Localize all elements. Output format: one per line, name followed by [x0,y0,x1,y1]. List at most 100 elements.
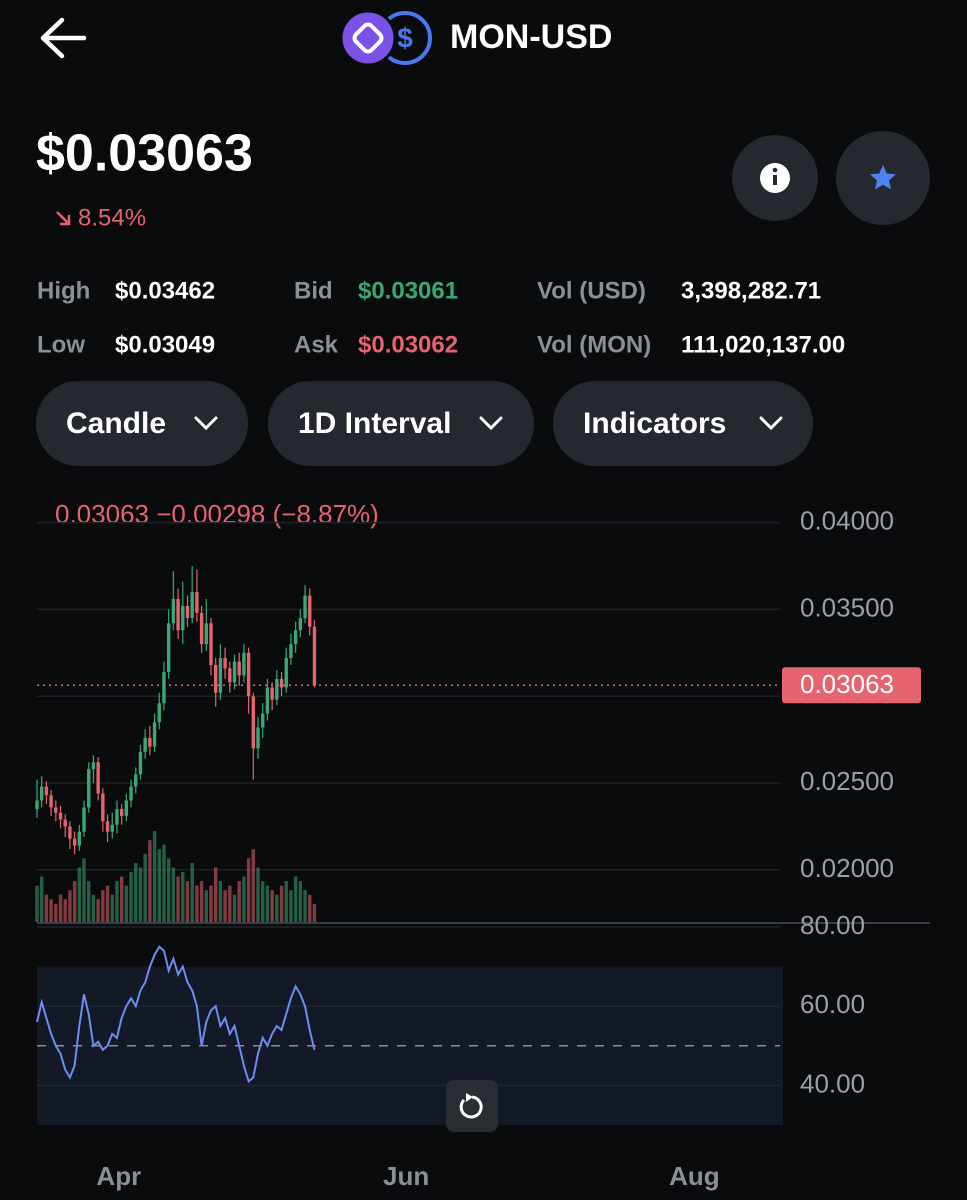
volume-bar [35,885,39,922]
candle-body [256,727,260,749]
volume-bar [91,894,96,922]
interval-dropdown[interactable]: 1D Interval [268,381,534,466]
rsi-line [36,945,316,1084]
candle-body [246,652,251,697]
stat-value: $0.03462 [115,277,215,304]
candle-body [115,809,119,825]
volume-bar [204,890,208,922]
volume-bar [265,885,270,922]
candle-body [181,605,185,631]
volume-bar [190,862,194,922]
candle-body [87,769,91,808]
last-price-label: 0.03063 [800,669,894,699]
volume-bar [209,885,213,922]
candle-body [105,821,110,832]
candle-body [72,838,77,846]
candle-body [77,831,82,846]
candle-body [119,809,124,817]
volume-bar [68,890,72,922]
volume-bar [284,881,288,922]
price: $0.03063 [36,125,253,183]
candle-body [157,703,161,723]
candle-body [40,786,44,801]
stat-label: High [37,277,90,304]
stat-value: $0.03049 [115,331,215,358]
price-change: 8.54% [78,204,146,231]
volume-bar [228,885,232,922]
candle-body [68,826,72,839]
candle-body [148,737,152,747]
volume-bar [261,881,265,922]
y-tick-label: 0.04000 [800,505,894,535]
volume-bar [293,876,298,922]
volume-bar [115,881,119,922]
x-tick-label: Apr [96,1161,141,1191]
candle-body [228,668,232,683]
favorite-button[interactable] [836,131,930,225]
stat-label: Bid [294,277,333,304]
volume-bar [176,876,180,922]
y-tick-label: 0.02500 [800,766,894,796]
volume-bar [44,894,49,922]
candle-body [261,713,265,728]
chart-layer: 0.040000.035000.030000.025000.020000.030… [35,505,921,1191]
candle-body [293,630,298,645]
info-button[interactable] [732,135,818,221]
volume-bar [63,899,67,922]
volume-bar [195,885,199,922]
volume-bar [237,881,241,922]
candle-body [171,598,176,624]
indicators-dropdown[interactable]: Indicators [553,381,813,466]
y-tick-label: 0.02000 [800,853,894,883]
candle-body [312,626,317,686]
volume-bar [101,890,105,922]
stat-value: $0.03062 [358,331,458,358]
stats: High $0.03462 Low $0.03049 Bid $0.03061 … [37,277,845,358]
back-button[interactable] [40,17,87,59]
volume-bar [218,881,223,922]
candle-body [251,696,256,749]
svg-text:$: $ [397,22,413,53]
rsi-band [37,966,783,1125]
volume-bar [213,867,218,922]
volume-bar [143,853,147,922]
candle-body [270,687,274,700]
volume-bar [199,881,204,922]
candle-body [199,612,204,645]
volume-bar [251,849,256,922]
y-tick-label: 0.03500 [800,592,894,622]
chart-legend: 0.03063 −0.00298 (−8.87%) [55,499,379,529]
candle-body [134,774,138,787]
volume-bar [152,831,157,922]
candle-body [237,661,241,676]
candle-body [275,678,279,700]
stat-value: 3,398,282.71 [681,277,821,304]
candle-body [242,652,246,676]
volume-bar [49,899,53,922]
candle-body [91,762,96,770]
volume-bar [40,876,44,922]
pair-title: MON-USD [450,18,612,56]
volume-bar [157,849,161,922]
chart-type-dropdown[interactable]: Candle [36,381,248,466]
candle-body [308,595,312,627]
volume-bar [166,858,171,922]
candle-body [232,661,237,683]
reset-button[interactable] [446,1080,498,1132]
candle-body [63,819,67,827]
candle-body [96,762,100,794]
volume-bar [232,894,237,922]
candle-body [204,623,208,645]
volume-bar [256,867,260,922]
volume-bar [82,858,86,922]
y-tick-label: 80.00 [800,910,865,940]
volume-bar [308,894,312,922]
last-price-tag [782,667,921,704]
volume-bar [275,894,279,922]
volume-bar [223,890,227,922]
candle-body [152,722,157,747]
candle-body [284,658,288,688]
stat-label: Vol (USD) [537,277,646,304]
candle-body [185,605,190,619]
